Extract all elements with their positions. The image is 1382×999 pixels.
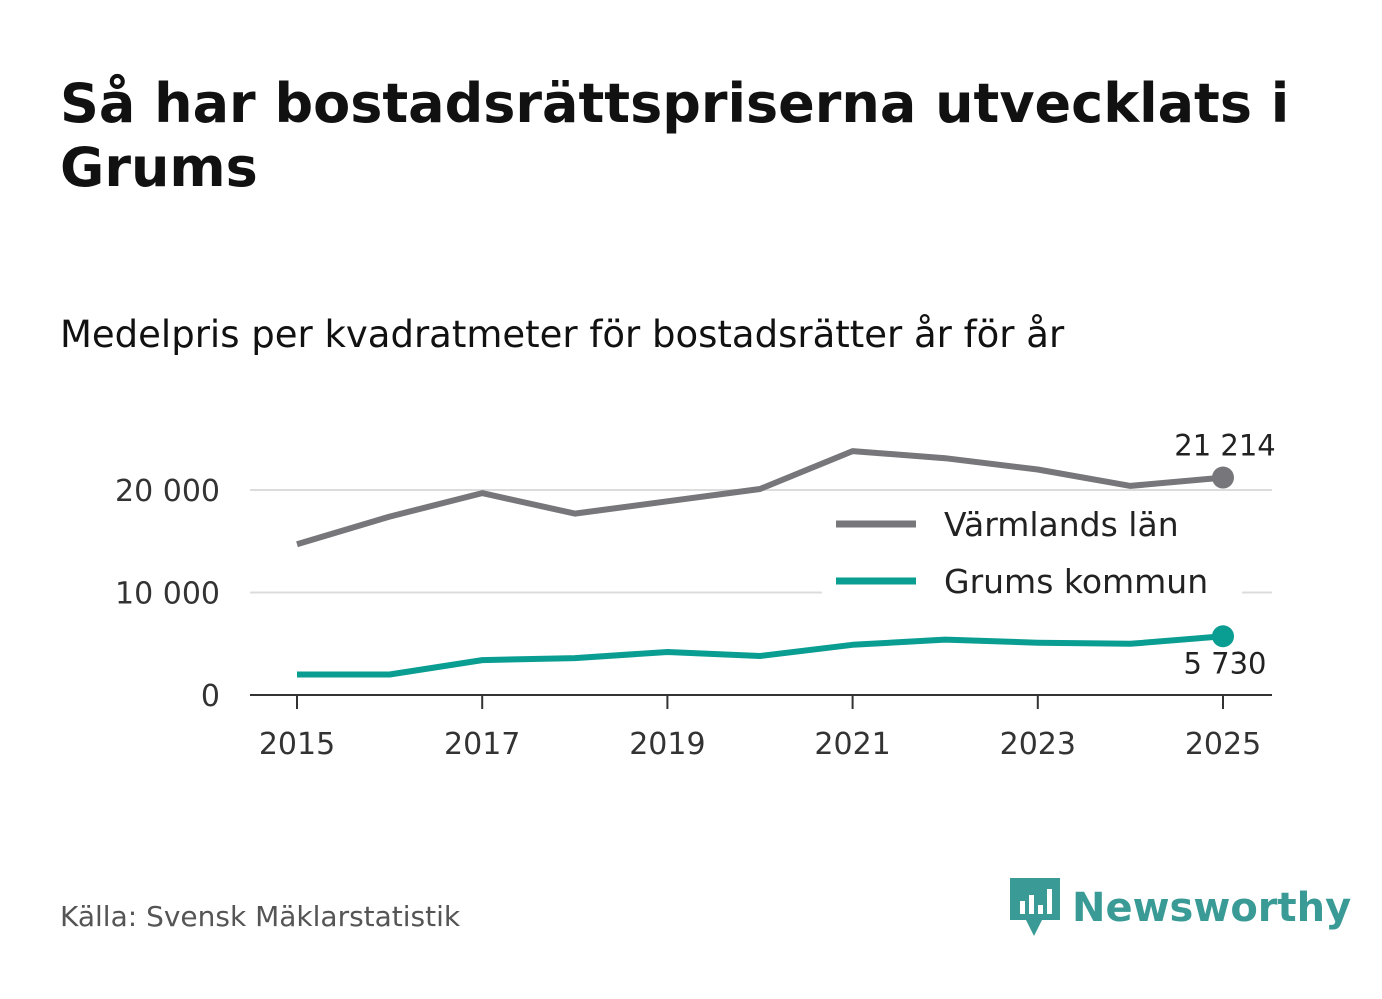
y-tick-label: 10 000 [115, 577, 220, 612]
y-tick-label: 20 000 [115, 474, 220, 509]
x-tick-label: 2015 [259, 727, 335, 762]
brand-name: Newsworthy [1072, 885, 1352, 931]
source-note: Källa: Svensk Mäklarstatistik [60, 900, 461, 933]
chart-subtitle: Medelpris per kvadratmeter för bostadsrä… [60, 313, 1065, 356]
brand-logo: Newsworthy [1010, 878, 1351, 938]
series-line-varmland [296, 448, 1224, 548]
x-tick-label: 2025 [1185, 727, 1261, 762]
legend: Värmlands län Grums kommun [822, 504, 1242, 601]
series-end-point [1212, 466, 1234, 489]
series-line-grums [297, 633, 1224, 678]
x-tick-label: 2019 [629, 727, 705, 762]
series-end-label: 21 214 [1174, 429, 1275, 463]
chart-title: Så har bostadsrättspriserna utvecklats i… [60, 72, 1290, 199]
y-tick-label: 0 [201, 679, 220, 714]
legend-label: Värmlands län [944, 505, 1179, 544]
x-tick-label: 2021 [814, 727, 890, 762]
line-chart: 0 10 000 20 000 2015 2017 2019 2021 2023 2025 2… [115, 429, 1276, 762]
x-axis: 2015 2017 2019 2021 2023 2025 [250, 694, 1272, 762]
legend-label: Grums kommun [944, 562, 1208, 601]
series-lines: 21 214 5 730 [296, 429, 1276, 680]
newsworthy-logo-icon [1010, 878, 1060, 936]
y-axis: 0 10 000 20 000 [115, 474, 220, 714]
series-end-point [1212, 625, 1234, 648]
series-end-label: 5 730 [1183, 646, 1266, 680]
x-tick-label: 2023 [1000, 727, 1076, 762]
x-tick-label: 2017 [444, 727, 520, 762]
